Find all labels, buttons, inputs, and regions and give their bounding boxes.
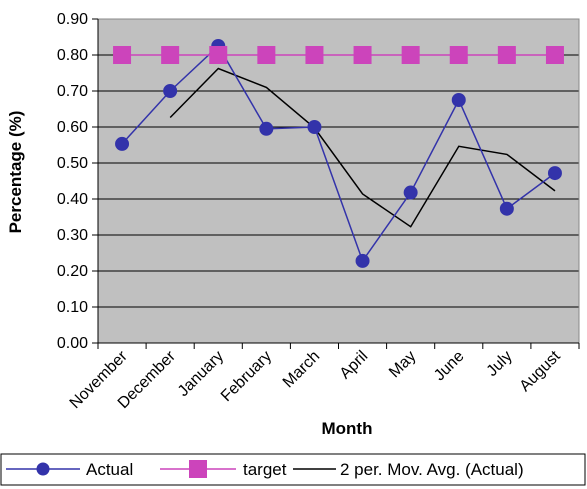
legend-label: 2 per. Mov. Avg. (Actual) bbox=[340, 460, 524, 479]
y-tick-label: 0.60 bbox=[57, 119, 88, 136]
y-tick-label: 0.70 bbox=[57, 83, 88, 100]
x-tick-label: June bbox=[431, 348, 468, 385]
data-point bbox=[161, 46, 180, 64]
y-tick-label: 0.80 bbox=[57, 47, 88, 64]
y-tick-label: 0.00 bbox=[57, 335, 88, 352]
x-axis-title: Month bbox=[322, 419, 373, 438]
data-point bbox=[209, 46, 228, 64]
data-point bbox=[499, 201, 514, 216]
legend-label: Actual bbox=[86, 460, 133, 479]
data-point bbox=[547, 166, 562, 181]
legend-item: target bbox=[160, 460, 287, 479]
series-line bbox=[121, 44, 556, 263]
y-tick-label: 0.10 bbox=[57, 299, 88, 316]
y-tick-labels: 0.00 0.10 0.20 0.30 0.40 0.50 0.60 0.70 0.80 0.90 bbox=[57, 11, 88, 352]
data-point bbox=[113, 46, 132, 64]
legend-marker bbox=[189, 460, 207, 478]
data-point bbox=[115, 136, 130, 151]
legend-item: Actual bbox=[6, 460, 133, 479]
data-point bbox=[353, 46, 372, 64]
x-tick-label: March bbox=[280, 348, 323, 391]
data-point bbox=[305, 46, 324, 64]
legend-marker bbox=[36, 462, 50, 476]
axes bbox=[92, 18, 580, 349]
data-point bbox=[259, 121, 274, 136]
x-tick-label: May bbox=[386, 348, 419, 381]
legend-items: Actual target 2 per. Mov. Avg. (Actual) bbox=[6, 460, 524, 479]
series-target bbox=[113, 46, 564, 64]
y-tick-label: 0.50 bbox=[57, 155, 88, 172]
y-tick-label: 0.20 bbox=[57, 263, 88, 280]
y-axis-title: Percentage (%) bbox=[6, 111, 25, 234]
data-point bbox=[355, 253, 370, 268]
x-tick-label: February bbox=[218, 348, 275, 405]
legend-label: target bbox=[243, 460, 287, 479]
data-point bbox=[307, 120, 322, 134]
data-point bbox=[403, 185, 418, 200]
legend: Actual target 2 per. Mov. Avg. (Actual) bbox=[0, 453, 586, 486]
data-point bbox=[545, 46, 564, 64]
data-point bbox=[449, 46, 468, 64]
data-point bbox=[451, 93, 466, 107]
y-tick-label: 0.90 bbox=[57, 11, 88, 28]
plot-area bbox=[98, 19, 579, 343]
data-point bbox=[163, 84, 178, 98]
x-tick-label: July bbox=[484, 348, 516, 380]
data-point bbox=[257, 46, 276, 64]
legend-item: 2 per. Mov. Avg. (Actual) bbox=[293, 460, 524, 479]
y-tick-label: 0.30 bbox=[57, 227, 88, 244]
x-tick-label: August bbox=[517, 347, 565, 395]
y-tick-label: 0.40 bbox=[57, 191, 88, 208]
data-point bbox=[401, 46, 420, 64]
data-point bbox=[497, 46, 516, 64]
series-group bbox=[113, 39, 564, 268]
x-tick-label: April bbox=[337, 348, 372, 383]
series-actual bbox=[115, 39, 562, 268]
